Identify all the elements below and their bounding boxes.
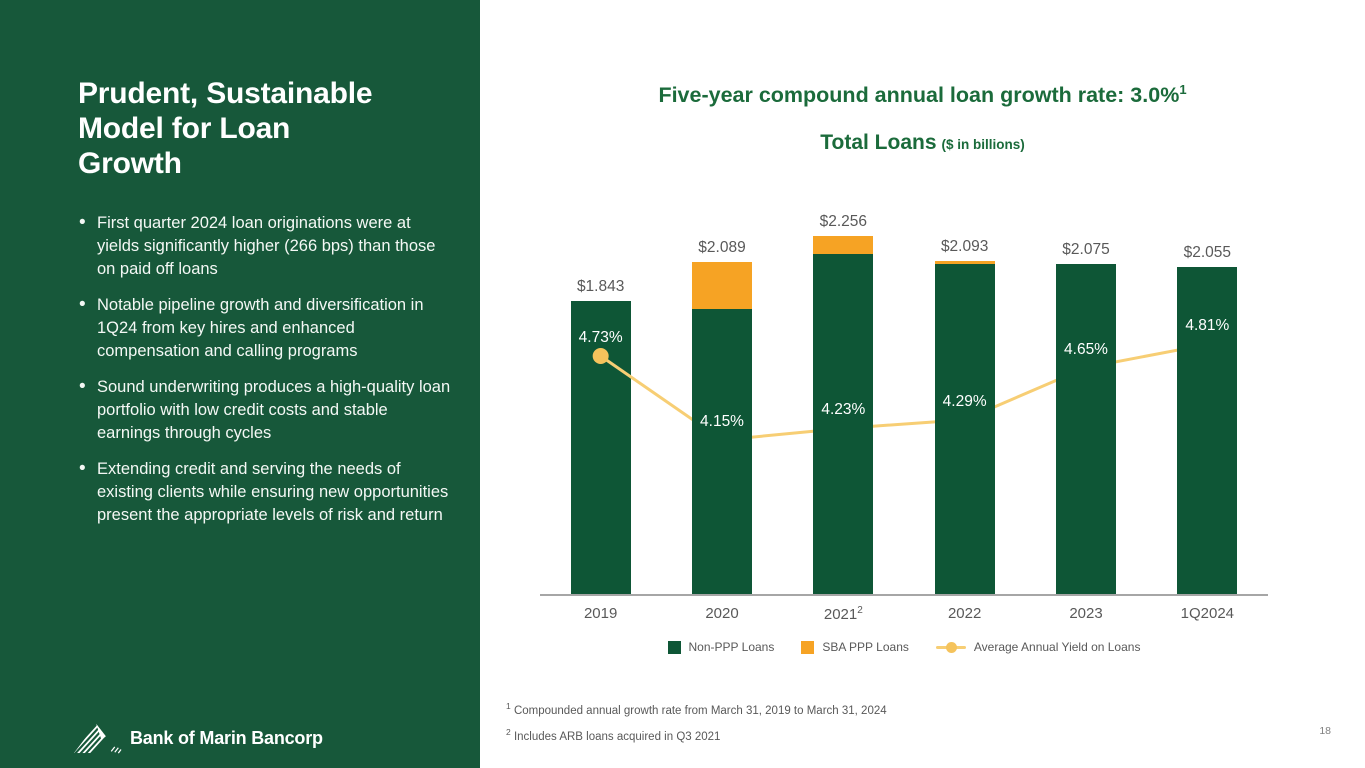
sidebar: Prudent, Sustainable Model for Loan Grow… bbox=[0, 0, 480, 768]
footnote-ref-1: 1 bbox=[1179, 82, 1187, 97]
yield-marker bbox=[592, 348, 609, 364]
legend-label: SBA PPP Loans bbox=[822, 640, 909, 654]
mountain-logo-icon bbox=[73, 723, 122, 754]
legend-item-yield: Average Annual Yield on Loans bbox=[935, 640, 1141, 654]
bar-segment-non-ppp bbox=[1056, 264, 1116, 594]
yield-line-swatch-icon bbox=[935, 641, 966, 653]
yield-line bbox=[592, 336, 1216, 448]
x-axis-label: 2020 bbox=[705, 605, 739, 622]
yield-value-label: 4.65% bbox=[1064, 340, 1108, 358]
x-axis-label: 1Q2024 bbox=[1180, 605, 1235, 622]
chart-subtitle: Total Loans ($ in billions) bbox=[480, 131, 1365, 155]
yield-value-label: 4.29% bbox=[942, 392, 987, 410]
chart-panel: Five-year compound annual loan growth ra… bbox=[480, 0, 1365, 768]
bar-total-label: $2.075 bbox=[1062, 241, 1110, 259]
slide-title-line: Prudent, Sustainable bbox=[78, 77, 373, 110]
bar-total-label: $1.843 bbox=[576, 278, 625, 296]
chart-headline-text: Five-year compound annual loan growth ra… bbox=[658, 83, 1180, 108]
bank-logo-wordmark: Bank of Marin Bancorp bbox=[130, 727, 323, 748]
page-number: 18 bbox=[1319, 725, 1331, 737]
bar-total-label: $2.055 bbox=[1183, 244, 1232, 262]
yield-value-label: 4.23% bbox=[821, 401, 866, 419]
slide-title-line: Model for Loan bbox=[78, 112, 291, 145]
footnote-text: Includes ARB loans acquired in Q3 2021 bbox=[513, 730, 721, 743]
footnote-2: 2 Includes ARB loans acquired in Q3 2021 bbox=[506, 722, 887, 748]
bar-segment-sba-ppp bbox=[934, 261, 995, 264]
footnote-sup: 2 bbox=[506, 726, 511, 737]
bar-segment-sba-ppp bbox=[692, 262, 752, 309]
footnote-ref-2: 2 bbox=[857, 605, 863, 616]
legend-item-non-ppp: Non-PPP Loans bbox=[667, 640, 775, 654]
footnotes: 1 Compounded annual growth rate from Mar… bbox=[506, 696, 887, 748]
slide-title-line: Growth bbox=[78, 147, 182, 180]
bar-total-label: $2.089 bbox=[698, 239, 746, 257]
x-axis-label: 2022 bbox=[947, 605, 982, 622]
yield-value-label: 4.81% bbox=[1185, 317, 1230, 335]
chart-headline: Five-year compound annual loan growth ra… bbox=[480, 82, 1365, 108]
bar-total-label: $2.256 bbox=[819, 212, 868, 230]
legend-label: Average Annual Yield on Loans bbox=[973, 640, 1141, 654]
footnote-text: Compounded annual growth rate from March… bbox=[513, 704, 887, 717]
bar-segment-non-ppp bbox=[813, 253, 874, 594]
non-ppp-swatch-icon bbox=[667, 640, 681, 654]
x-axis-label: 2023 bbox=[1069, 605, 1103, 622]
slide-title: Prudent, Sustainable Model for Loan Grow… bbox=[78, 76, 418, 181]
footnote-1: 1 Compounded annual growth rate from Mar… bbox=[506, 696, 887, 722]
bullet-item: Sound underwriting produces a high-quali… bbox=[78, 375, 452, 445]
bar-total-label: $2.093 bbox=[940, 238, 989, 256]
loan-chart: $1.843 2019 4.73% $2.089 2020 4.15% $2.256 2021… bbox=[540, 210, 1268, 623]
chart-legend: Non-PPP Loans SBA PPP Loans Average Annu… bbox=[540, 640, 1268, 654]
bank-logo: Bank of Marin Bancorp bbox=[72, 722, 323, 754]
yield-value-label: 4.15% bbox=[700, 412, 744, 430]
chart-subtitle-unit: ($ in billions) bbox=[941, 137, 1025, 152]
chart-subtitle-text: Total Loans bbox=[820, 131, 937, 154]
bar-segment-sba-ppp bbox=[813, 235, 874, 254]
legend-item-sba-ppp: SBA PPP Loans bbox=[801, 640, 909, 654]
bullet-item: Notable pipeline growth and diversificat… bbox=[78, 293, 452, 363]
bar-segment-non-ppp bbox=[934, 263, 995, 594]
bullet-item: Extending credit and serving the needs o… bbox=[78, 457, 452, 527]
bullet-item: First quarter 2024 loan originations wer… bbox=[78, 211, 452, 281]
x-axis-label: 2019 bbox=[583, 605, 618, 622]
bar-segment-non-ppp bbox=[692, 308, 752, 594]
sba-ppp-swatch-icon bbox=[801, 640, 815, 654]
yield-value-label: 4.73% bbox=[578, 329, 623, 346]
bar-segment-non-ppp bbox=[1177, 267, 1238, 594]
x-axis-label: 20212 bbox=[823, 605, 863, 623]
footnote-sup: 1 bbox=[506, 701, 511, 711]
legend-label: Non-PPP Loans bbox=[688, 640, 775, 654]
bullet-list: First quarter 2024 loan originations wer… bbox=[78, 211, 452, 540]
